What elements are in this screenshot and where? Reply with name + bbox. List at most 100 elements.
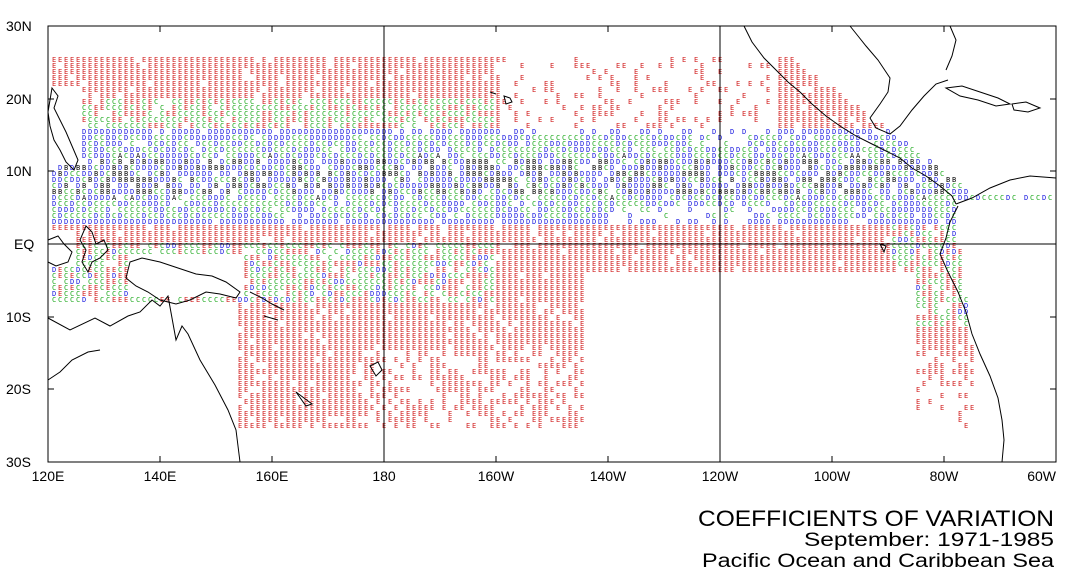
coefficient-marker: E <box>334 62 338 70</box>
coefficient-marker: E <box>814 116 818 124</box>
coefficient-marker: C <box>370 104 374 112</box>
coefficient-marker: E <box>472 92 476 100</box>
coefficient-marker: E <box>88 80 92 88</box>
coefficient-marker: C <box>148 248 152 256</box>
coefficient-marker: C <box>898 260 902 268</box>
coefficient-marker: E <box>226 62 230 70</box>
coefficient-marker: E <box>802 74 806 82</box>
coefficient-marker: E <box>466 56 470 64</box>
coefficient-marker: E <box>136 74 140 82</box>
coefficient-marker: C <box>232 98 236 106</box>
coefficient-marker: E <box>88 74 92 82</box>
coefficient-marker: E <box>88 56 92 64</box>
coefficient-marker: E <box>166 86 170 94</box>
coefficient-marker: E <box>730 266 734 274</box>
coefficient-marker: E <box>580 62 584 70</box>
coefficient-marker: E <box>550 80 554 88</box>
coefficient-marker: C <box>754 200 758 208</box>
coefficient-marker: E <box>652 122 656 130</box>
coefficient-marker: C <box>424 104 428 112</box>
coefficient-marker: C <box>460 104 464 112</box>
coefficient-marker: D <box>454 158 458 166</box>
coefficient-marker: E <box>790 68 794 76</box>
coefficient-marker: E <box>226 122 230 130</box>
coefficient-marker: E <box>784 92 788 100</box>
coefficient-marker: D <box>190 134 194 142</box>
coefficient-marker: C <box>88 104 92 112</box>
coefficient-marker: E <box>598 74 602 82</box>
coefficient-marker: C <box>664 212 668 220</box>
coefficient-marker: E <box>568 224 572 232</box>
coefficient-marker: E <box>304 68 308 76</box>
coefficient-marker: E <box>166 68 170 76</box>
coefficient-marker: E <box>82 68 86 76</box>
coefficient-marker: E <box>712 266 716 274</box>
coefficient-marker: E <box>592 68 596 76</box>
coefficient-marker: E <box>190 56 194 64</box>
coefficient-marker: E <box>784 116 788 124</box>
coefficient-marker: E <box>454 80 458 88</box>
coefficient-marker: C <box>388 200 392 208</box>
coefficient-marker: C <box>238 110 242 118</box>
coefficient-marker: C <box>862 146 866 154</box>
coefficient-marker: D <box>448 206 452 214</box>
coefficient-marker: E <box>646 122 650 130</box>
coefficient-marker: C <box>256 116 260 124</box>
coefficient-marker: E <box>784 122 788 130</box>
coefficient-marker: E <box>700 68 704 76</box>
coefficient-marker: E <box>466 62 470 70</box>
coefficient-marker: D <box>868 134 872 142</box>
coefficient-marker: C <box>322 110 326 118</box>
coefficient-marker: E <box>406 68 410 76</box>
coefficient-marker: E <box>124 110 128 118</box>
coefficient-marker: E <box>430 74 434 82</box>
coefficient-marker: E <box>370 122 374 130</box>
coefficient-marker: E <box>304 56 308 64</box>
coefficient-marker: C <box>430 104 434 112</box>
coefficient-marker: E <box>478 110 482 118</box>
coefficient-marker: C <box>958 314 962 322</box>
coefficient-marker: C <box>160 248 164 256</box>
coefficient-marker: E <box>226 296 230 304</box>
coefficient-marker: C <box>298 104 302 112</box>
coefficient-marker: E <box>370 224 374 232</box>
coefficient-marker: D <box>172 218 176 226</box>
coefficient-marker: E <box>844 104 848 112</box>
coefficient-marker: E <box>424 116 428 124</box>
coefficient-marker: E <box>100 92 104 100</box>
coefficient-marker: C <box>172 248 176 256</box>
coefficient-marker: C <box>130 296 134 304</box>
coefficient-marker: D <box>190 128 194 136</box>
coefficient-marker: E <box>484 98 488 106</box>
coefficient-marker: D <box>244 296 248 304</box>
coefficient-marker: E <box>328 92 332 100</box>
coefficient-marker: E <box>202 110 206 118</box>
coefficient-marker: E <box>268 62 272 70</box>
coefficient-marker: E <box>214 80 218 88</box>
coefficient-marker: E <box>298 68 302 76</box>
coefficient-marker: C <box>622 206 626 214</box>
coefficient-marker: C <box>388 116 392 124</box>
coefficient-marker: E <box>136 80 140 88</box>
coefficient-marker: E <box>262 116 266 124</box>
coefficient-marker: C <box>430 260 434 268</box>
coefficient-marker: C <box>352 116 356 124</box>
coefficient-marker: C <box>982 194 986 202</box>
coefficient-marker: E <box>112 56 116 64</box>
coefficient-marker: C <box>142 116 146 124</box>
coefficient-marker: E <box>244 272 248 280</box>
coefficient-marker: C <box>802 206 806 214</box>
coefficient-marker: E <box>904 266 908 274</box>
coefficient-marker: E <box>286 68 290 76</box>
coefficient-marker: E <box>742 236 746 244</box>
coefficient-marker: C <box>244 110 248 118</box>
coefficient-marker: E <box>202 86 206 94</box>
coefficient-marker: D <box>496 212 500 220</box>
coefficient-marker: E <box>478 74 482 82</box>
coefficient-marker: E <box>430 308 434 316</box>
coefficient-marker: E <box>364 56 368 64</box>
coefficient-marker: C <box>298 116 302 124</box>
coefficient-marker: E <box>274 122 278 130</box>
coefficient-marker: E <box>808 266 812 274</box>
coefficient-marker: E <box>268 116 272 124</box>
